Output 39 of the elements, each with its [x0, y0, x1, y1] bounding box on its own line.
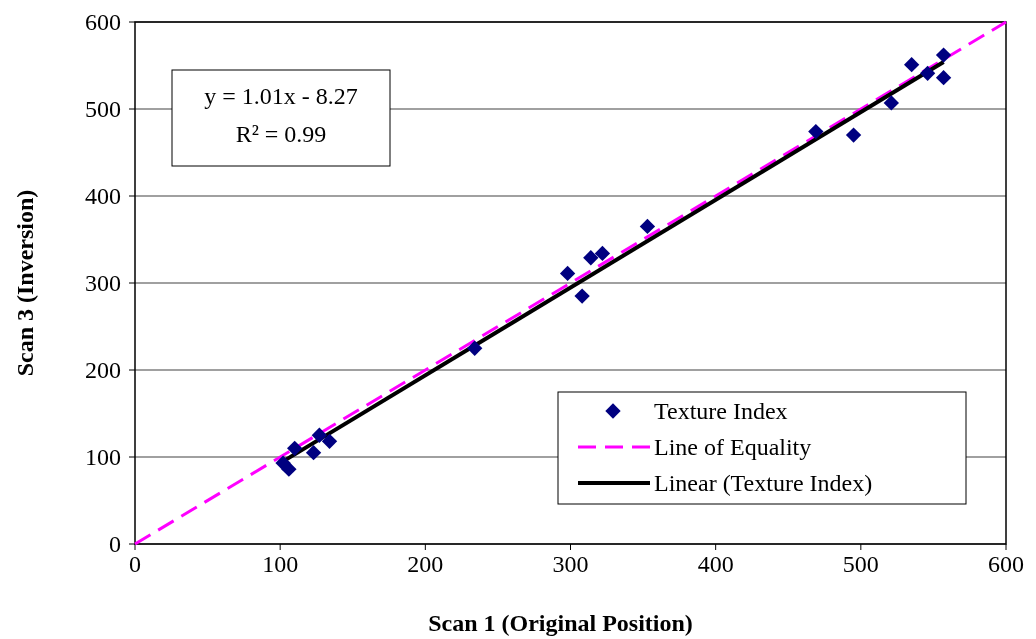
- x-tick-label: 200: [407, 551, 444, 577]
- point: [594, 245, 611, 262]
- annotation: y = 1.01x - 8.27: [204, 83, 358, 109]
- x-tick-label: 600: [988, 551, 1024, 577]
- y-tick-label: 0: [109, 531, 121, 557]
- point: [311, 427, 328, 443]
- x-axis-title: Scan 1 (Original Position): [428, 610, 693, 636]
- legend-label: Texture Index: [654, 398, 788, 424]
- point: [919, 65, 936, 81]
- point: [639, 218, 656, 235]
- x-tick-label: 300: [552, 551, 589, 577]
- y-axis-title: Scan 3 (Inversion): [12, 189, 38, 377]
- point: [559, 265, 576, 282]
- x-tick-label: 100: [262, 551, 299, 577]
- y-tick-label: 600: [85, 9, 121, 35]
- point: [305, 444, 322, 461]
- point: [808, 123, 824, 140]
- point: [883, 95, 899, 111]
- y-tick-label: 200: [85, 357, 121, 383]
- y-tick-label: 300: [85, 270, 121, 296]
- point: [281, 461, 297, 477]
- point: [935, 70, 952, 86]
- x-tick-label: 500: [842, 551, 879, 577]
- y-tick-label: 500: [85, 96, 121, 122]
- point: [321, 433, 338, 450]
- point: [574, 288, 590, 304]
- point: [583, 250, 599, 266]
- x-tick-label: 400: [697, 551, 734, 577]
- point: [287, 440, 303, 456]
- annotation: R² = 0.99: [235, 121, 327, 147]
- legend-label: Line of Equality: [654, 434, 812, 460]
- x-tick-label: 0: [129, 551, 141, 577]
- y-tick-label: 100: [85, 444, 121, 470]
- point: [467, 340, 483, 356]
- legend-label: Linear (Texture Index): [654, 470, 873, 496]
- point: [845, 127, 862, 143]
- point: [903, 56, 920, 73]
- point: [935, 47, 952, 63]
- y-tick-label: 400: [85, 183, 121, 209]
